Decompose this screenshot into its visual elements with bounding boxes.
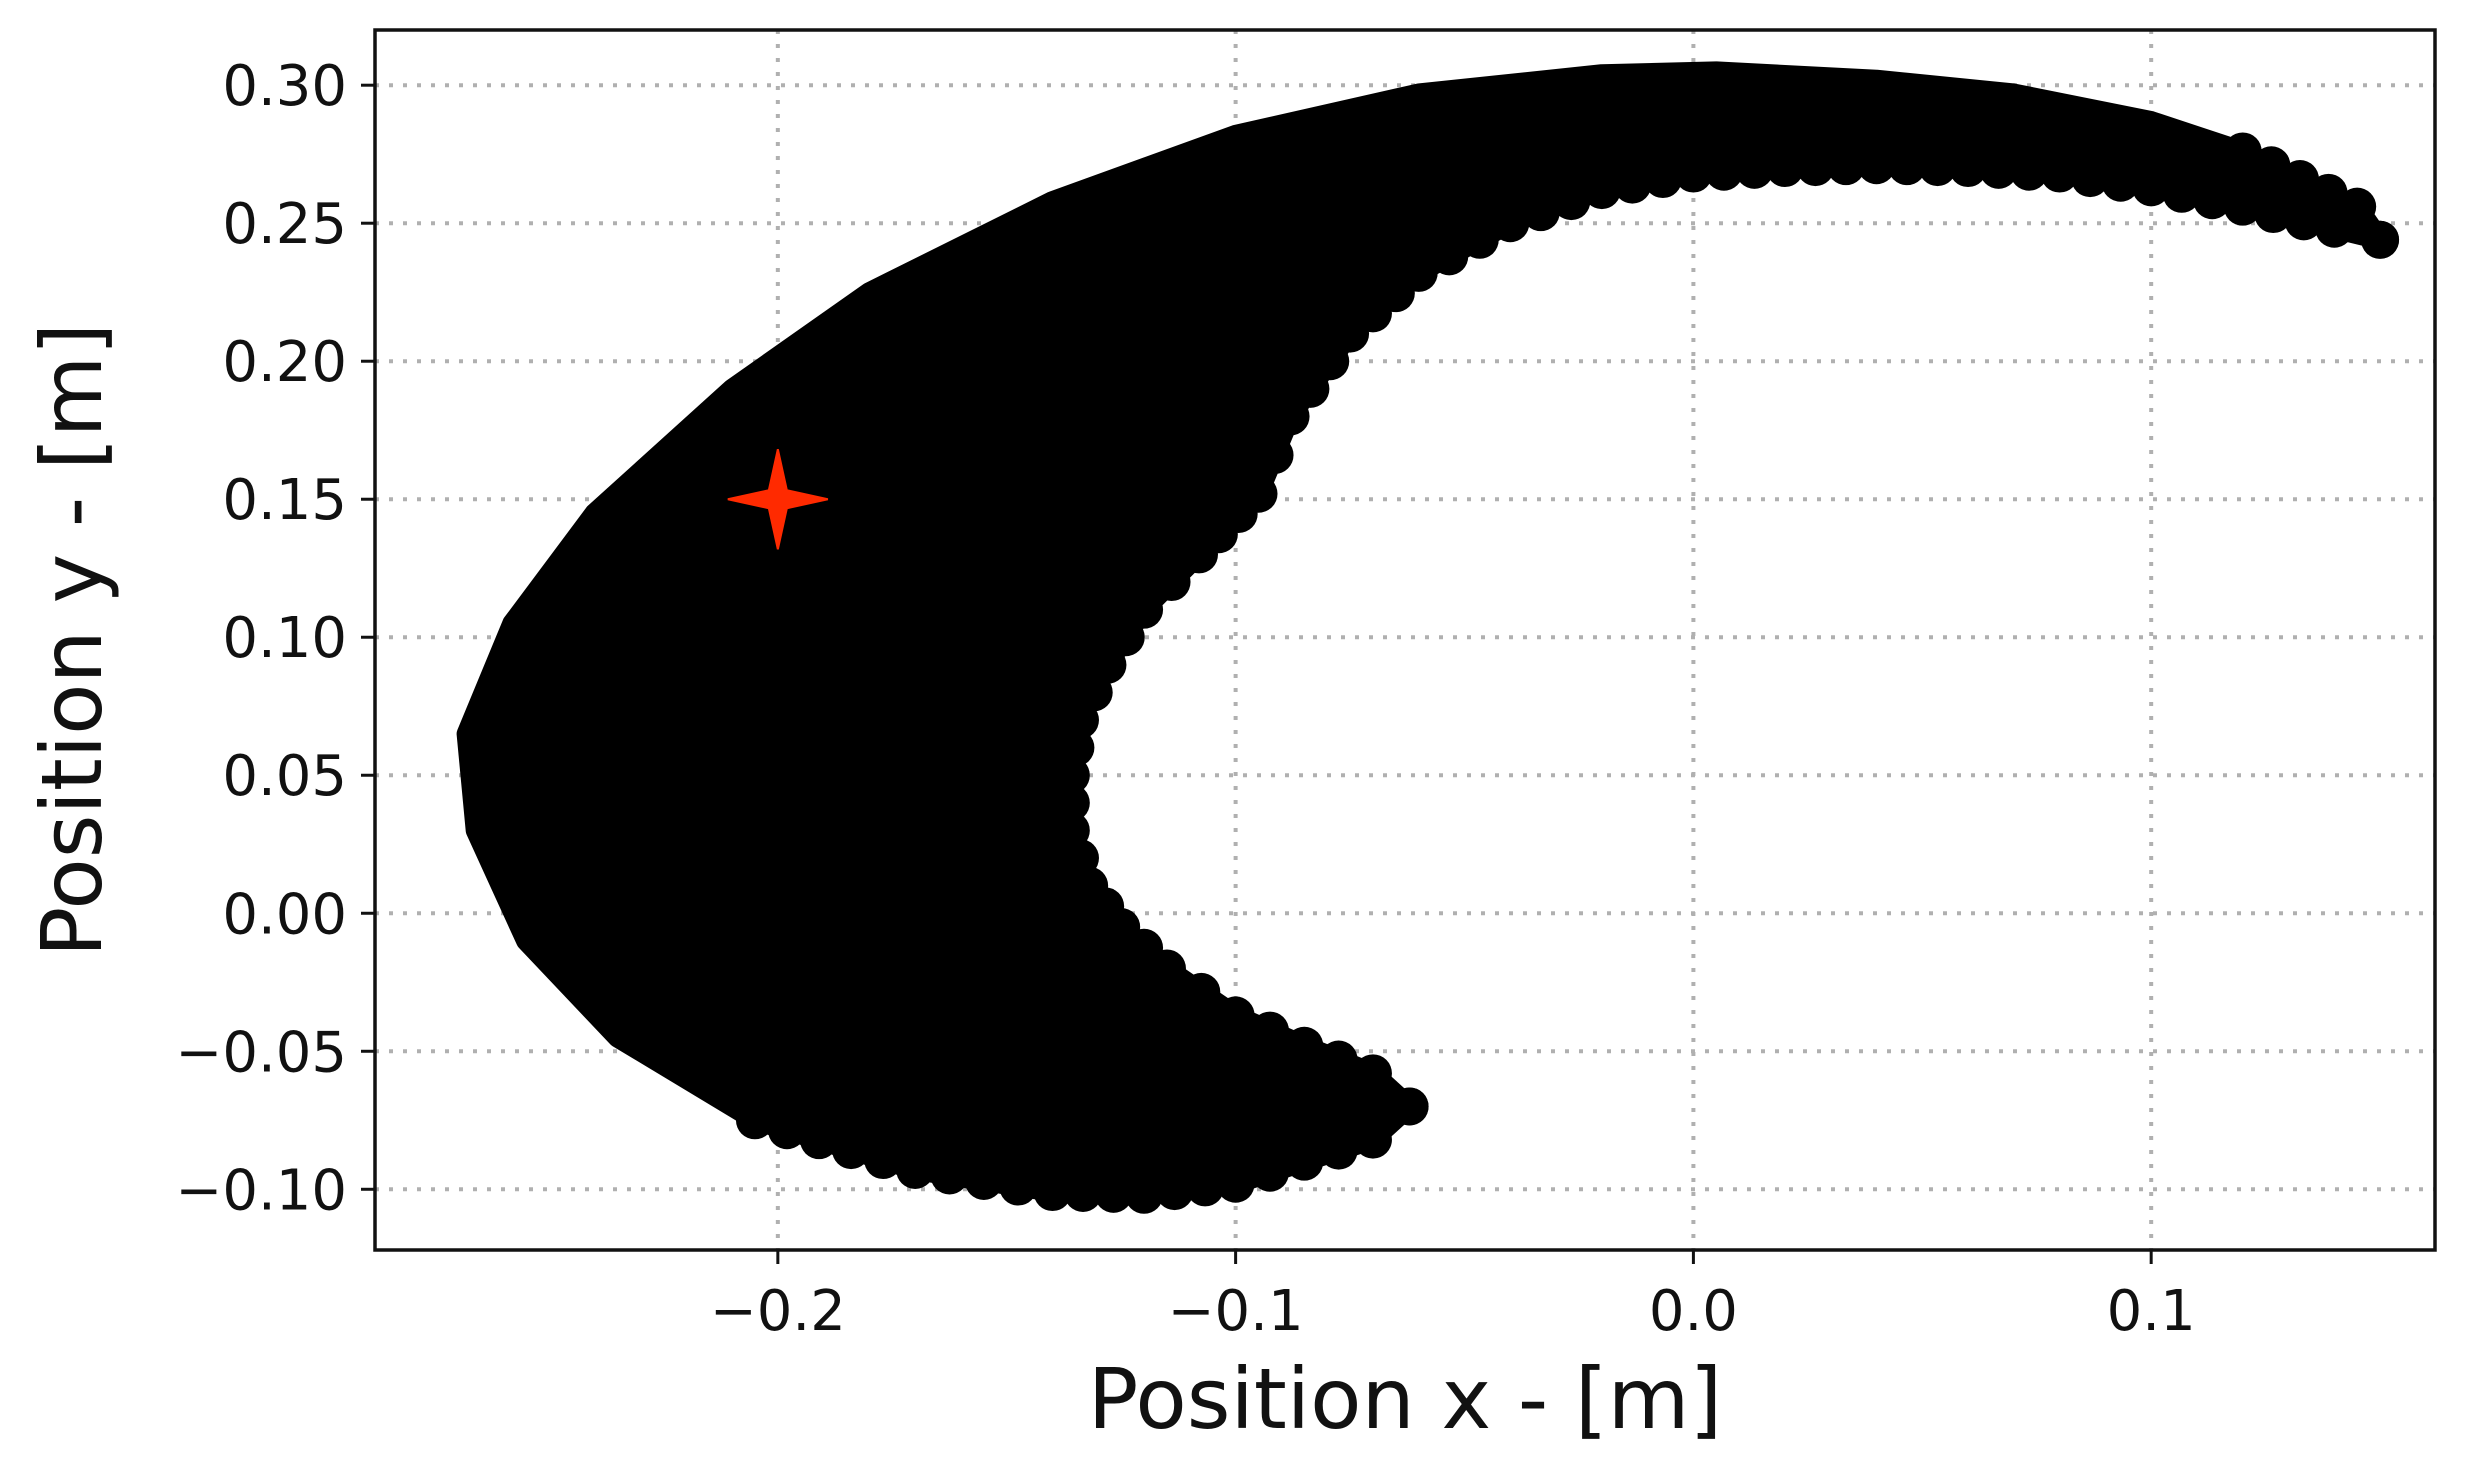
workspace-point [1765,149,1804,188]
workspace-point [964,1161,1003,1200]
workspace-point [1521,193,1560,232]
workspace-point [864,1141,903,1180]
workspace-point [896,1150,935,1189]
y-tick-label: −0.05 [175,1020,347,1085]
workspace-point [1094,1174,1133,1213]
workspace-point [1255,436,1294,475]
workspace-point [1949,149,1988,188]
plot-frame [373,28,2437,1252]
marker-layer [727,449,829,550]
workspace-point [1186,1168,1225,1207]
workspace-point [2040,154,2079,193]
y-tick-label: 0.15 [222,468,347,533]
workspace-point [1125,590,1164,629]
workspace-point [2162,174,2201,213]
workspace-point [1182,972,1221,1011]
workspace-point [1319,1040,1358,1079]
x-tick-label: 0.0 [1649,1279,1738,1344]
workspace-point [2223,187,2262,226]
workspace-point [1888,147,1927,186]
workspace-point [768,1111,806,1150]
workspace-point [1216,1164,1255,1203]
y-tick-label: 0.10 [222,606,347,671]
workspace-point [1796,148,1835,187]
workspace-point [2193,181,2232,220]
workspace-point [1250,1011,1289,1050]
workspace-point [1430,237,1469,276]
workspace-point [930,1156,969,1195]
target-star-marker [727,449,829,550]
y-tick-label: −0.10 [175,1158,347,1223]
workspace-point [1239,474,1278,513]
workspace-point [832,1131,871,1170]
workspace-point [1088,645,1127,684]
workspace-point [1319,1131,1358,1170]
y-tick-label: 0.05 [222,744,347,809]
workspace-point [1704,152,1743,191]
workspace-point [1826,147,1865,186]
workspace-point [1285,1142,1324,1181]
x-axis-label: Position x - [m] [1088,1350,1723,1448]
workspace-point [2280,160,2319,199]
workspace-point [2010,152,2049,191]
workspace-point [1674,154,1713,193]
workspace-point [1033,1173,1072,1212]
y-axis-label: Position y - [m] [23,323,121,958]
workspace-point [2254,195,2293,234]
workspace-point [1285,1026,1324,1065]
workspace-point [1155,1172,1194,1211]
workspace-point [1353,1120,1392,1159]
workspace-point [1857,146,1896,185]
workspace-point [2132,168,2171,207]
workspace-point [1643,160,1682,199]
workspace-point [1491,204,1530,243]
x-tick-label: −0.1 [1168,1279,1304,1344]
workspace-point [800,1121,839,1160]
workspace-point [1152,563,1191,602]
workspace-point [1271,397,1310,436]
workspace-point [2252,146,2291,185]
workspace-point [1051,811,1090,850]
y-tick-label: 0.20 [222,330,347,395]
workspace-point [1250,1153,1289,1192]
workspace-point [1390,1087,1429,1126]
x-tick-label: −0.2 [710,1279,846,1344]
workspace-point [1106,618,1145,657]
workspace-point [1460,220,1499,259]
workspace-point [2071,159,2110,198]
workspace-point [1399,253,1438,292]
y-tick-label: 0.00 [222,882,347,947]
workspace-point [2361,220,2400,259]
workspace-point [1064,1173,1103,1212]
workspace-point [2338,187,2377,226]
workspace-point [1613,165,1652,204]
workspace-point [2101,163,2140,202]
workspace-point [1552,182,1591,221]
workspace-point [1735,150,1774,189]
workspace-point [2309,173,2348,212]
workspace-point [1311,342,1350,381]
workspace-point [1291,369,1330,408]
workspace-point [1918,148,1957,187]
y-tick-label: 0.25 [222,192,347,257]
workspace-point [1125,1175,1164,1214]
x-tick-label: 0.1 [2107,1279,2196,1344]
workspace-point [735,1101,774,1140]
data-layer [456,61,2400,1214]
workspace-point [999,1167,1038,1206]
workspace-point [1216,996,1255,1035]
workspace-point [2284,202,2323,241]
workspace-point [1051,783,1090,822]
workspace-point [1353,1054,1392,1093]
workspace-point [2223,132,2262,171]
workspace-point [1582,171,1621,210]
axis-ticks: −0.2 −0.1 0.0 0.1 −0.10 −0.05 0.00 0.05 0.10 0.15… [175,54,2195,1344]
workspace-point [1979,150,2018,189]
y-tick-label: 0.30 [222,54,347,119]
